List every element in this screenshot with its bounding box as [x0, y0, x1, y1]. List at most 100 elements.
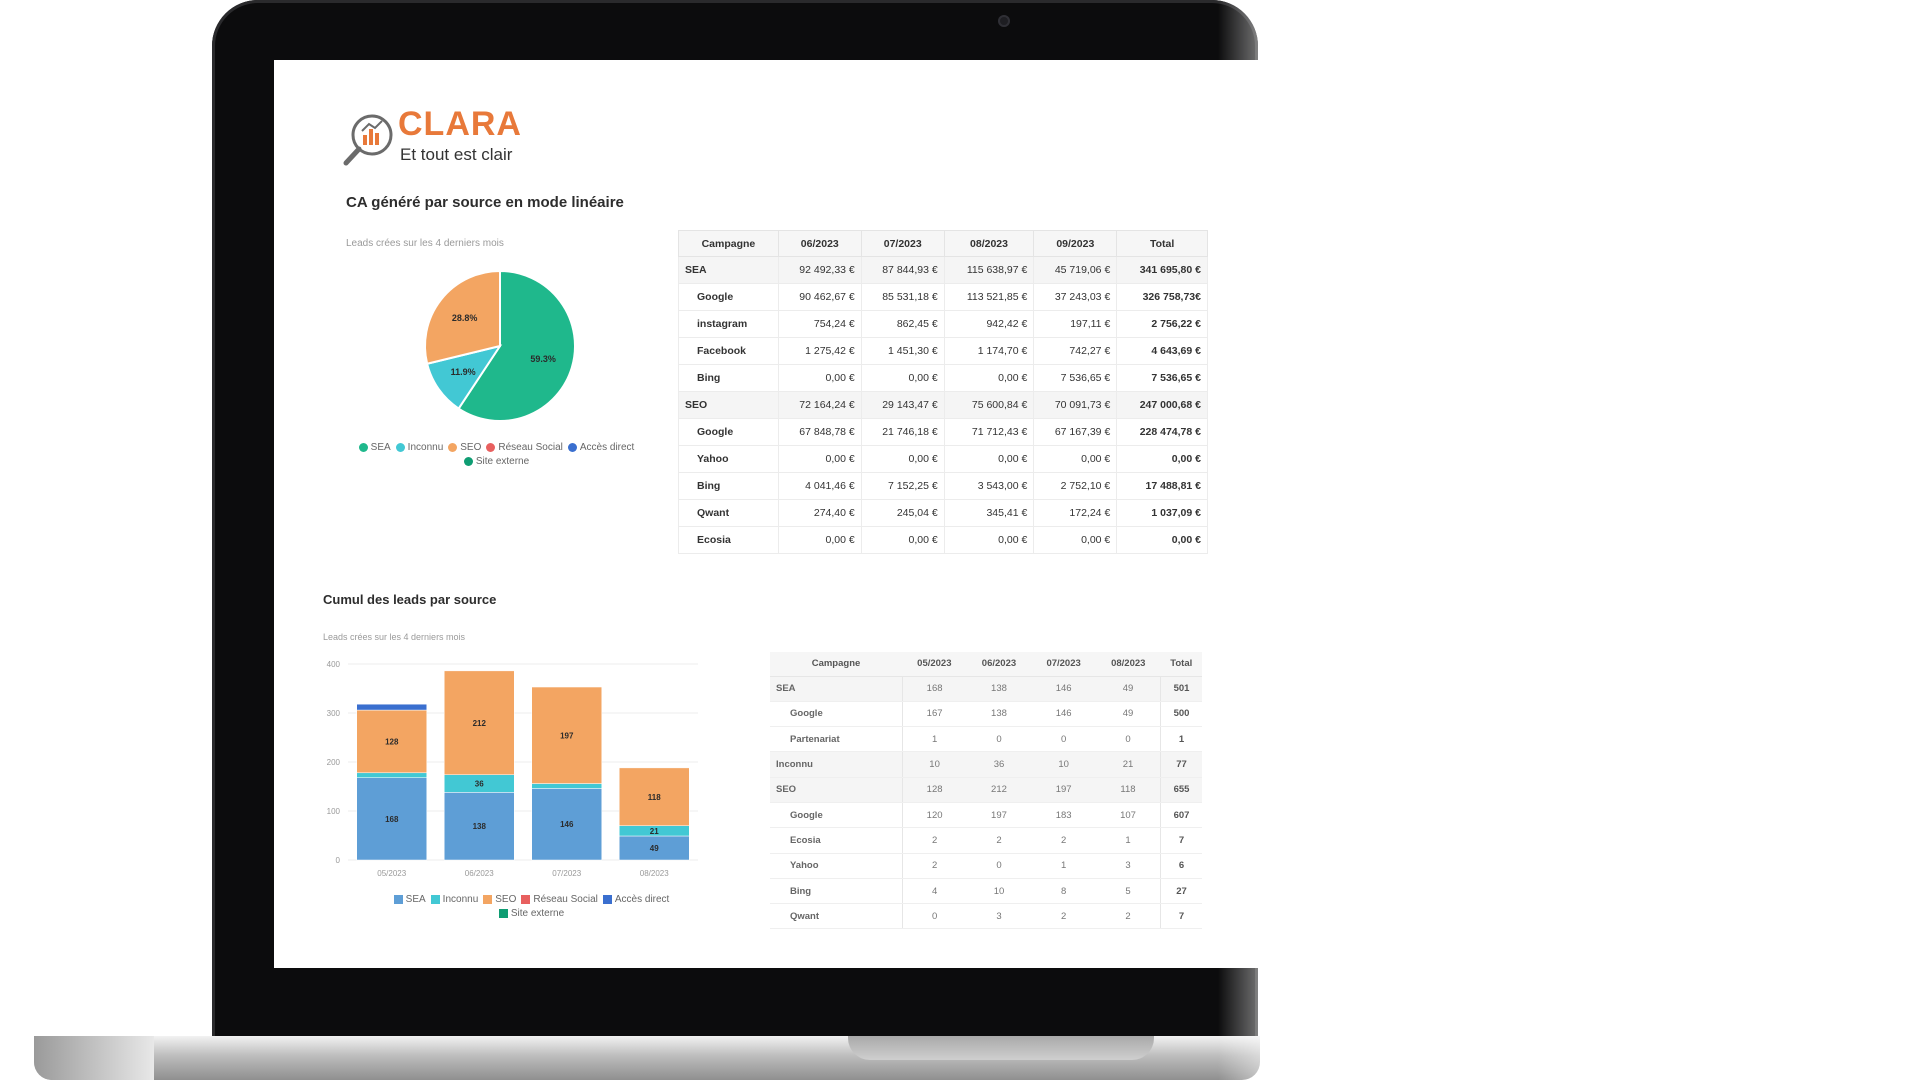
- column-header[interactable]: Total: [1160, 652, 1202, 677]
- row-label: Bing: [678, 472, 779, 500]
- table-row[interactable]: SEA 168 138 146 49 501: [770, 676, 1202, 702]
- legend-item[interactable]: Site externe: [498, 908, 565, 919]
- table-cell: 2 756,22 €: [1116, 310, 1208, 338]
- row-label: Yahoo: [770, 853, 903, 879]
- table-row[interactable]: SEA 92 492,33 €87 844,93 €115 638,97 €45 …: [678, 256, 1208, 284]
- table-row[interactable]: Bing 4 041,46 €7 152,25 €3 543,00 €2 752,…: [678, 472, 1208, 500]
- table-cell: 4 643,69 €: [1116, 337, 1208, 365]
- table-row[interactable]: Google 67 848,78 €21 746,18 €71 712,43 €6…: [678, 418, 1208, 446]
- table-row[interactable]: Qwant 274,40 €245,04 €345,41 €172,24 €1 0…: [678, 499, 1208, 527]
- bar-segment[interactable]: [356, 772, 427, 778]
- column-header[interactable]: Campagne: [678, 230, 779, 257]
- table-cell: 0,00 €: [1033, 526, 1118, 554]
- column-header[interactable]: Campagne: [770, 652, 903, 677]
- table-row[interactable]: Google 90 462,67 €85 531,18 €113 521,85 €…: [678, 283, 1208, 311]
- table-cell: 45 719,06 €: [1033, 256, 1118, 284]
- column-header[interactable]: 09/2023: [1033, 230, 1118, 257]
- table-cell: 742,27 €: [1033, 337, 1118, 365]
- bar-segment[interactable]: [444, 792, 515, 861]
- legend-item[interactable]: Inconnu: [430, 894, 478, 905]
- legend-item[interactable]: Réseau Social: [486, 442, 563, 453]
- legend-item[interactable]: SEO: [448, 442, 481, 453]
- table-cell: 607: [1160, 802, 1202, 829]
- column-header[interactable]: Total: [1116, 230, 1208, 257]
- table-row[interactable]: Facebook 1 275,42 €1 451,30 €1 174,70 €74…: [678, 337, 1208, 365]
- table-cell: 1: [901, 726, 967, 753]
- table-row[interactable]: Partenariat 1 0 0 0 1: [770, 726, 1202, 753]
- legend-item[interactable]: Site externe: [463, 456, 529, 467]
- legend-label: Site externe: [510, 908, 565, 919]
- brand-name: CLARA: [398, 105, 522, 143]
- legend-swatch: [395, 443, 405, 452]
- legend-label: Inconnu: [407, 442, 444, 453]
- bar-segment[interactable]: [356, 703, 427, 711]
- bar-segment[interactable]: [356, 777, 427, 861]
- legend-item[interactable]: Accès direct: [567, 442, 634, 453]
- bar-segment[interactable]: [444, 670, 515, 775]
- legend-swatch: [483, 895, 493, 904]
- table-cell: 2 752,10 €: [1033, 472, 1118, 500]
- table-cell: 10: [901, 751, 967, 778]
- bar-segment[interactable]: [531, 783, 602, 789]
- legend-item[interactable]: Inconnu: [395, 442, 444, 453]
- row-label: Qwant: [678, 499, 779, 527]
- table-cell: 21 746,18 €: [860, 418, 945, 446]
- legend-item[interactable]: SEA: [393, 894, 426, 905]
- row-label: Yahoo: [678, 445, 779, 473]
- table-cell: 146: [1031, 701, 1096, 728]
- table-row[interactable]: Bing 4 10 8 5 27: [770, 878, 1202, 905]
- table-row[interactable]: Qwant 0 3 2 2 7: [770, 903, 1202, 930]
- column-header[interactable]: 08/2023: [1095, 652, 1161, 677]
- table-cell: 2: [901, 827, 967, 854]
- table-cell: 107: [1095, 802, 1161, 829]
- revenue-table: Campagne 06/2023 07/2023 08/2023 09/2023 Tota…: [678, 230, 1208, 554]
- legend-swatch: [498, 909, 508, 918]
- table-cell: 115 638,97 €: [943, 256, 1035, 284]
- bar-segment[interactable]: [531, 788, 602, 861]
- row-label: instagram: [678, 310, 779, 338]
- legend-item[interactable]: Réseau Social: [521, 894, 598, 905]
- pie-slice-label: 28.8%: [452, 313, 478, 323]
- table-row[interactable]: Google 167 138 146 49 500: [770, 701, 1202, 728]
- table-cell: 0: [1031, 726, 1096, 753]
- table-row[interactable]: Ecosia 0,00 €0,00 €0,00 €0,00 €0,00 €: [678, 526, 1208, 554]
- table-cell: 0,00 €: [860, 526, 945, 554]
- bar-value-label: 49: [650, 844, 659, 853]
- table-row[interactable]: instagram 754,24 €862,45 €942,42 €197,11 …: [678, 310, 1208, 338]
- table-row[interactable]: Google 120 197 183 107 607: [770, 802, 1202, 829]
- bar-segment[interactable]: [356, 709, 427, 774]
- y-tick-label: 400: [327, 660, 341, 669]
- laptop-base-notch: [848, 1036, 1154, 1060]
- table-row[interactable]: Yahoo 0,00 €0,00 €0,00 €0,00 €0,00 €: [678, 445, 1208, 473]
- column-header[interactable]: 07/2023: [1031, 652, 1096, 677]
- leads-table: Campagne 05/2023 06/2023 07/2023 08/2023 Tota…: [770, 652, 1202, 930]
- table-row[interactable]: SEO 72 164,24 €29 143,47 €75 600,84 €70 0…: [678, 391, 1208, 419]
- bar-segment[interactable]: [531, 686, 602, 784]
- bar-segment[interactable]: [619, 767, 690, 826]
- laptop-base-edge: [34, 1036, 154, 1080]
- table-cell: 168: [901, 676, 967, 702]
- table-cell: 2: [1031, 903, 1096, 930]
- table-row[interactable]: Yahoo 2 0 1 3 6: [770, 853, 1202, 879]
- legend-item[interactable]: SEA: [358, 442, 391, 453]
- table-row[interactable]: Inconnu 10 36 10 21 77: [770, 751, 1202, 778]
- legend-item[interactable]: SEO: [483, 894, 516, 905]
- legend-label: Réseau Social: [533, 894, 598, 905]
- table-cell: 0: [966, 726, 1032, 753]
- column-header[interactable]: 06/2023: [777, 230, 862, 257]
- table-cell: 0: [966, 853, 1032, 879]
- pie-slice[interactable]: [424, 269, 501, 365]
- table-cell: 0,00 €: [1116, 526, 1208, 554]
- column-header[interactable]: 06/2023: [966, 652, 1032, 677]
- legend-item[interactable]: Accès direct: [602, 894, 669, 905]
- pie-slice[interactable]: [457, 269, 576, 422]
- table-row[interactable]: SEO 128 212 197 118 655: [770, 777, 1202, 803]
- column-header[interactable]: 08/2023: [943, 230, 1035, 257]
- x-tick-label: 07/2023: [552, 869, 581, 878]
- table-row[interactable]: Ecosia 2 2 2 1 7: [770, 827, 1202, 854]
- column-header[interactable]: 05/2023: [902, 652, 967, 677]
- bar-segment[interactable]: [619, 835, 690, 861]
- column-header[interactable]: 07/2023: [860, 230, 945, 257]
- table-row[interactable]: Bing 0,00 €0,00 €0,00 €7 536,65 €7 536,65…: [678, 364, 1208, 392]
- table-cell: 146: [1031, 676, 1096, 702]
